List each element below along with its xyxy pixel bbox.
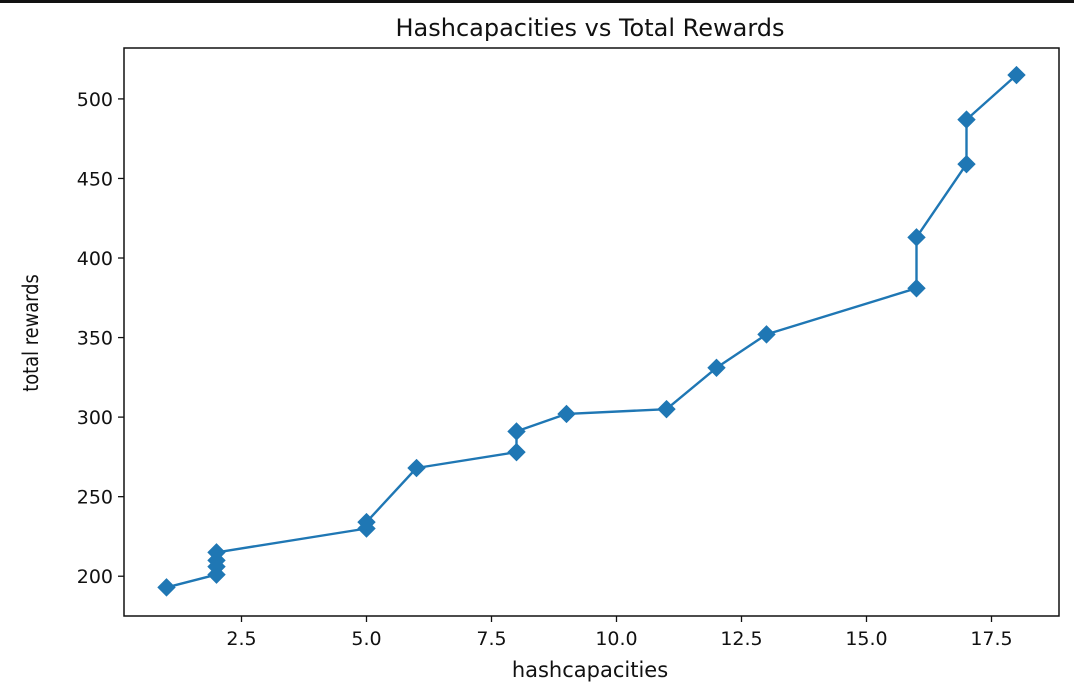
x-tick-label: 12.5	[720, 628, 762, 650]
x-tick-label: 10.0	[595, 628, 637, 650]
y-tick-label: 350	[77, 328, 113, 350]
chart-title: Hashcapacities vs Total Rewards	[395, 14, 784, 42]
y-tick-label: 300	[77, 407, 113, 429]
data-point	[907, 228, 926, 247]
y-tick-label: 400	[77, 248, 113, 270]
y-axis-label: total rewards	[19, 274, 44, 391]
x-tick-label: 7.5	[476, 628, 506, 650]
plot-frame	[123, 47, 1060, 617]
frame-border	[0, 0, 1074, 3]
data-point	[657, 399, 676, 419]
y-tick-label: 450	[77, 168, 113, 190]
x-tick-label: 15.0	[845, 628, 887, 650]
data-point	[557, 404, 576, 424]
y-tick-label: 250	[77, 487, 113, 509]
data-point	[507, 442, 526, 462]
series-layer	[157, 65, 1026, 597]
y-tick-label: 200	[77, 566, 113, 588]
data-point	[957, 154, 976, 174]
y-tick-label: 500	[77, 89, 113, 111]
ticks: 2.5 5.0 7.5 10.0 12.5 15.0 17.5 200 250 300 350 400…	[77, 89, 1013, 650]
data-point	[757, 325, 776, 344]
x-tick-label: 5.0	[351, 628, 381, 650]
y-axis-label-group: total rewards	[19, 274, 44, 391]
data-point	[1007, 65, 1026, 85]
data-point	[357, 512, 376, 532]
x-tick-label: 17.5	[970, 628, 1012, 650]
data-point	[207, 543, 226, 562]
data-point	[907, 279, 926, 298]
x-tick-label: 2.5	[226, 628, 256, 650]
series-line	[166, 74, 1018, 589]
data-point	[957, 110, 976, 129]
data-point	[707, 358, 726, 378]
x-axis-label: hashcapacities	[512, 658, 668, 682]
data-point	[407, 458, 426, 478]
data-point	[157, 578, 176, 597]
data-point	[507, 422, 526, 441]
